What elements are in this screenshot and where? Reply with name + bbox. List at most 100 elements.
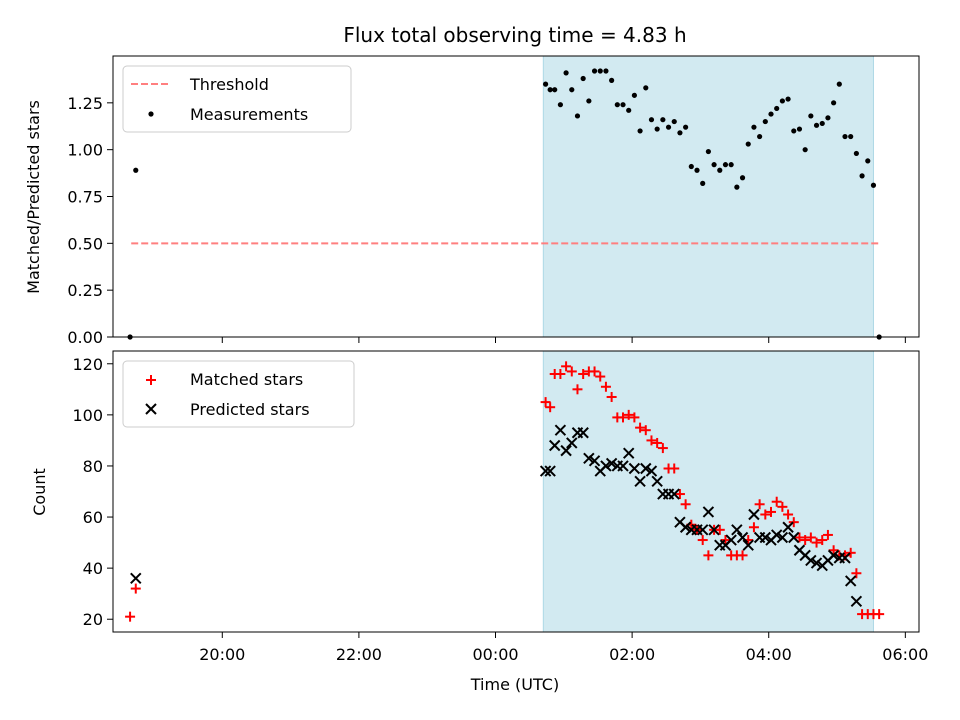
y-tick-label: 20 bbox=[83, 610, 103, 629]
predicted-stars-point bbox=[566, 437, 578, 449]
predicted-stars-point bbox=[725, 534, 737, 546]
matched-stars-point bbox=[130, 583, 141, 594]
bottom-y-ticks: 20 40 60 80 100 120 bbox=[72, 355, 113, 629]
predicted-stars-point bbox=[622, 447, 635, 459]
measurement-point bbox=[626, 107, 632, 113]
matched-stars-point bbox=[555, 368, 566, 379]
measurement-point bbox=[808, 113, 814, 119]
matched-stars-point bbox=[646, 435, 657, 446]
measurement-point bbox=[688, 163, 694, 170]
y-tick-label: 80 bbox=[83, 457, 103, 476]
bottom-x-ticks: 20:00 22:00 00:00 02:00 04:00 06:00 bbox=[199, 632, 928, 664]
matched-stars-point bbox=[595, 371, 606, 382]
measurement-point bbox=[802, 147, 808, 153]
legend-predicted-label: Predicted stars bbox=[190, 400, 310, 419]
measurement-point bbox=[757, 133, 763, 140]
measurement-point bbox=[865, 158, 871, 164]
measurement-point bbox=[547, 87, 553, 93]
top-legend: Threshold Measurements bbox=[122, 65, 352, 133]
matched-stars-point bbox=[828, 545, 839, 556]
matched-stars-point bbox=[760, 509, 771, 520]
matched-stars-point bbox=[748, 522, 759, 533]
measurement-point bbox=[643, 85, 649, 91]
matched-stars-point bbox=[578, 368, 589, 379]
predicted-stars-point bbox=[839, 552, 851, 564]
x-tick-label: 00:00 bbox=[472, 645, 518, 664]
x-tick-label: 02:00 bbox=[609, 645, 655, 664]
y-tick-label: 60 bbox=[83, 508, 103, 527]
matched-stars-point bbox=[714, 524, 725, 535]
predicted-stars-point bbox=[731, 524, 743, 536]
measurement-point bbox=[848, 133, 854, 140]
chart-title: Flux total observing time = 4.83 h bbox=[343, 23, 686, 47]
predicted-stars-point bbox=[554, 424, 567, 436]
bottom-y-axis-label: Count bbox=[30, 468, 49, 516]
measurement-point bbox=[768, 111, 774, 117]
matched-stars-point bbox=[545, 402, 556, 413]
matched-stars-point bbox=[737, 550, 748, 561]
matched-stars-point bbox=[669, 463, 680, 474]
predicted-stars-point bbox=[788, 531, 800, 544]
measurement-point bbox=[859, 173, 865, 179]
measurement-point bbox=[542, 81, 549, 87]
matched-stars-point bbox=[680, 499, 691, 510]
measurement-point bbox=[620, 102, 626, 108]
matched-stars-point bbox=[589, 366, 600, 377]
measurement-point bbox=[774, 105, 780, 112]
matched-stars-point bbox=[640, 425, 651, 436]
measurement-point bbox=[654, 126, 660, 132]
predicted-stars-point bbox=[702, 506, 715, 518]
predicted-stars-point bbox=[634, 475, 646, 487]
measurement-point bbox=[637, 128, 643, 134]
predicted-stars-point bbox=[770, 529, 783, 541]
matched-stars-point bbox=[674, 489, 685, 500]
x-axis-label: Time (UTC) bbox=[470, 675, 559, 694]
measurement-point bbox=[779, 98, 785, 104]
y-tick-label: 120 bbox=[72, 355, 103, 374]
measurement-point bbox=[842, 133, 848, 140]
measurement-point bbox=[671, 118, 677, 125]
predicted-stars-point bbox=[617, 460, 629, 472]
matched-stars-point bbox=[754, 499, 765, 510]
predicted-stars-point bbox=[668, 488, 680, 500]
top-y-axis-label: Matched/Predicted stars bbox=[24, 100, 43, 294]
predicted-stars-point bbox=[130, 572, 142, 585]
measurement-point bbox=[813, 122, 820, 128]
measurement-point bbox=[739, 175, 746, 181]
matched-stars-point bbox=[777, 501, 788, 512]
matched-stars-point bbox=[600, 381, 611, 392]
matched-stars-point bbox=[697, 535, 708, 546]
measurement-point bbox=[722, 162, 729, 168]
predicted-stars-point bbox=[748, 508, 760, 521]
legend-matched-label: Matched stars bbox=[190, 370, 303, 389]
matched-stars-point bbox=[800, 535, 811, 546]
matched-stars-point bbox=[657, 443, 668, 454]
predicted-stars-point bbox=[577, 427, 589, 439]
measurement-point bbox=[569, 87, 575, 93]
predicted-stars-point bbox=[560, 444, 572, 457]
measurement-point bbox=[665, 124, 672, 130]
legend-measurements-swatch bbox=[148, 111, 154, 117]
predicted-stars-point bbox=[850, 595, 863, 608]
matched-stars-point bbox=[125, 611, 136, 622]
measurement-point bbox=[734, 184, 740, 190]
measurement-point bbox=[705, 148, 711, 155]
matched-stars-point bbox=[618, 412, 629, 423]
measurement-point bbox=[557, 102, 563, 108]
top-panel-marks bbox=[127, 68, 882, 340]
predicted-stars-point bbox=[651, 475, 663, 487]
measurement-point bbox=[648, 117, 655, 123]
predicted-stars-point bbox=[736, 531, 749, 544]
matched-stars-point bbox=[771, 496, 782, 507]
measurement-point bbox=[683, 124, 689, 130]
matched-stars-point bbox=[766, 506, 777, 517]
measurement-point bbox=[762, 118, 768, 125]
matched-stars-point bbox=[874, 609, 885, 620]
y-tick-label: 0.00 bbox=[67, 328, 103, 347]
matched-stars-point bbox=[561, 361, 572, 372]
measurement-point bbox=[677, 130, 683, 136]
matched-stars-point bbox=[623, 409, 634, 420]
legend-predicted-swatch bbox=[145, 403, 157, 415]
predicted-stars-point bbox=[805, 554, 817, 567]
predicted-stars-point bbox=[759, 531, 772, 544]
